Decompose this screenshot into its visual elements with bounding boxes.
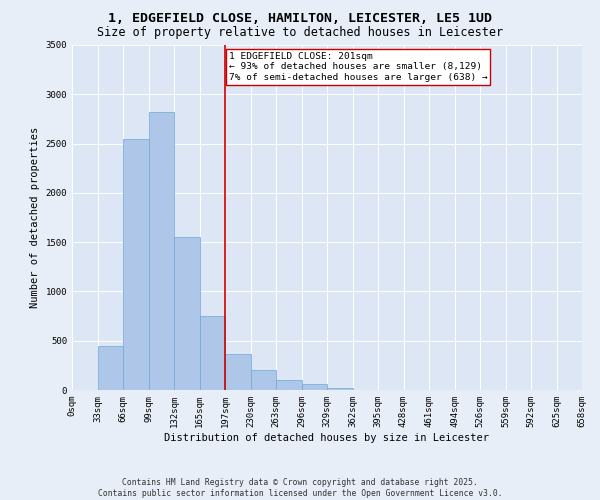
Bar [327, 388, 353, 390]
Bar [123, 138, 149, 390]
Bar [225, 354, 251, 390]
Bar [97, 346, 123, 390]
Text: Size of property relative to detached houses in Leicester: Size of property relative to detached ho… [97, 26, 503, 39]
Text: 1, EDGEFIELD CLOSE, HAMILTON, LEICESTER, LE5 1UD: 1, EDGEFIELD CLOSE, HAMILTON, LEICESTER,… [108, 12, 492, 26]
Y-axis label: Number of detached properties: Number of detached properties [30, 127, 40, 308]
Bar [174, 237, 199, 390]
Bar [199, 316, 225, 390]
Bar [276, 380, 302, 390]
Text: Contains HM Land Registry data © Crown copyright and database right 2025.
Contai: Contains HM Land Registry data © Crown c… [98, 478, 502, 498]
Bar [302, 384, 327, 390]
Text: 1 EDGEFIELD CLOSE: 201sqm
← 93% of detached houses are smaller (8,129)
7% of sem: 1 EDGEFIELD CLOSE: 201sqm ← 93% of detac… [229, 52, 488, 82]
X-axis label: Distribution of detached houses by size in Leicester: Distribution of detached houses by size … [164, 432, 490, 442]
Bar [251, 370, 276, 390]
Bar [149, 112, 174, 390]
